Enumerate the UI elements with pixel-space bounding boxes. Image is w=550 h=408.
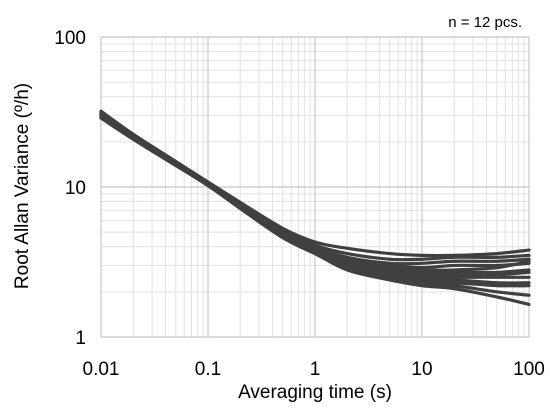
y-tick-labels: 1 10 100 xyxy=(54,28,86,349)
series-line-12 xyxy=(99,116,531,306)
y-tick-label: 1 xyxy=(75,328,86,349)
x-tick-label: 0.01 xyxy=(83,359,120,380)
x-tick-labels: 0.01 0.1 1 10 100 xyxy=(83,359,545,380)
y-tick-label: 100 xyxy=(54,28,86,49)
x-tick-label: 0.1 xyxy=(195,359,221,380)
data-series-lines xyxy=(99,109,531,306)
x-tick-label: 100 xyxy=(513,359,545,380)
x-axis-label: Averaging time (s) xyxy=(238,382,392,403)
y-tick-label: 10 xyxy=(65,178,86,199)
x-tick-label: 10 xyxy=(411,359,432,380)
x-tick-label: 1 xyxy=(310,359,321,380)
sample-count-annotation: n = 12 pcs. xyxy=(448,14,522,31)
y-axis-label: Root Allan Variance (º/h) xyxy=(12,83,33,289)
